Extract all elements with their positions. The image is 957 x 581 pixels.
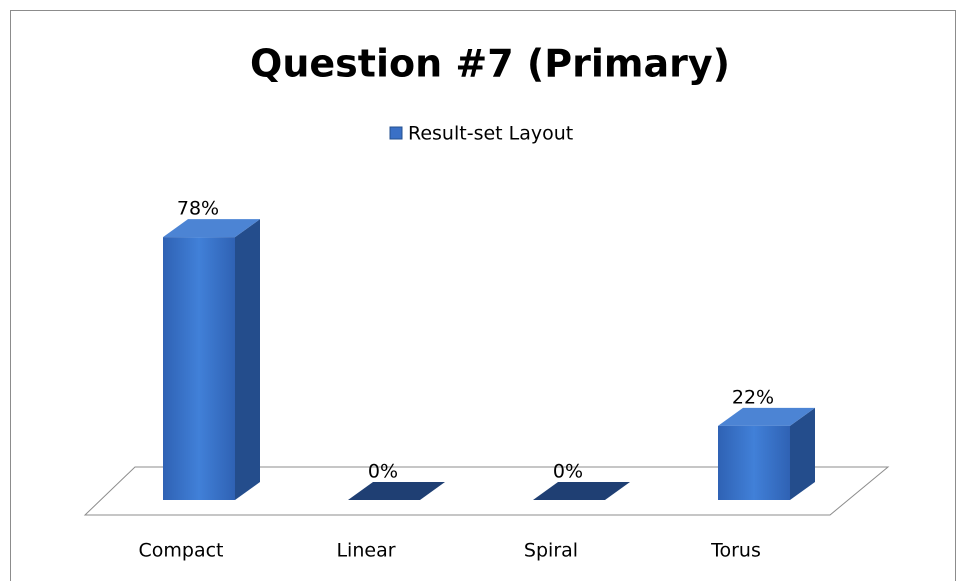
floor	[83, 466, 890, 516]
bar-top	[533, 482, 630, 500]
bar	[163, 237, 235, 500]
data-label: 78%	[177, 198, 219, 220]
data-label: 0%	[553, 461, 583, 483]
x-tick-label: Linear	[336, 540, 395, 562]
legend-swatch	[389, 126, 403, 140]
bar-top	[348, 482, 445, 500]
legend-label: Result-set Layout	[408, 123, 573, 145]
data-label: 22%	[732, 386, 774, 408]
x-tick-label: Torus	[710, 540, 761, 562]
bar-side	[790, 407, 815, 500]
bar-top	[718, 407, 815, 426]
bar-side	[235, 219, 260, 500]
bar-top	[163, 219, 260, 238]
x-tick-label: Compact	[139, 540, 224, 562]
bar	[718, 425, 790, 500]
data-label: 0%	[368, 461, 398, 483]
chart-title: Question #7 (Primary)	[250, 42, 730, 86]
x-tick-label: Spiral	[524, 540, 578, 562]
